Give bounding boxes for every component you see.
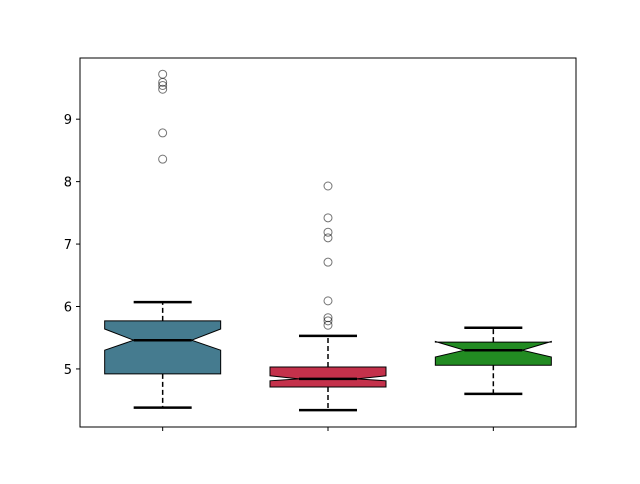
y-tick-label: 5 xyxy=(64,363,72,378)
outlier-point xyxy=(323,233,333,243)
outlier-point xyxy=(323,313,333,323)
outlier-point xyxy=(158,154,168,164)
outlier-point xyxy=(323,181,333,191)
box-group-2 xyxy=(269,181,387,412)
outlier-point xyxy=(158,128,168,138)
x-axis xyxy=(162,427,494,431)
box-group-3 xyxy=(434,326,552,396)
y-tick-label: 8 xyxy=(64,176,72,191)
outlier-point xyxy=(323,296,333,306)
box-body xyxy=(269,366,387,388)
outlier-point xyxy=(158,77,168,87)
y-tick-label: 6 xyxy=(64,300,72,315)
plot-area xyxy=(104,69,552,412)
outlier-point xyxy=(323,257,333,267)
outlier-point xyxy=(323,227,333,237)
outlier-point xyxy=(158,84,168,94)
y-axis: 5 6 7 8 9 xyxy=(64,113,80,378)
outlier-point xyxy=(323,320,333,330)
outlier-point xyxy=(323,316,333,326)
y-tick-label: 7 xyxy=(64,238,72,253)
box-group-1 xyxy=(104,69,222,409)
outlier-point xyxy=(323,213,333,223)
y-tick-label: 9 xyxy=(64,113,72,128)
outlier-point xyxy=(158,80,168,90)
box-body xyxy=(434,340,552,366)
box-body xyxy=(104,320,222,375)
